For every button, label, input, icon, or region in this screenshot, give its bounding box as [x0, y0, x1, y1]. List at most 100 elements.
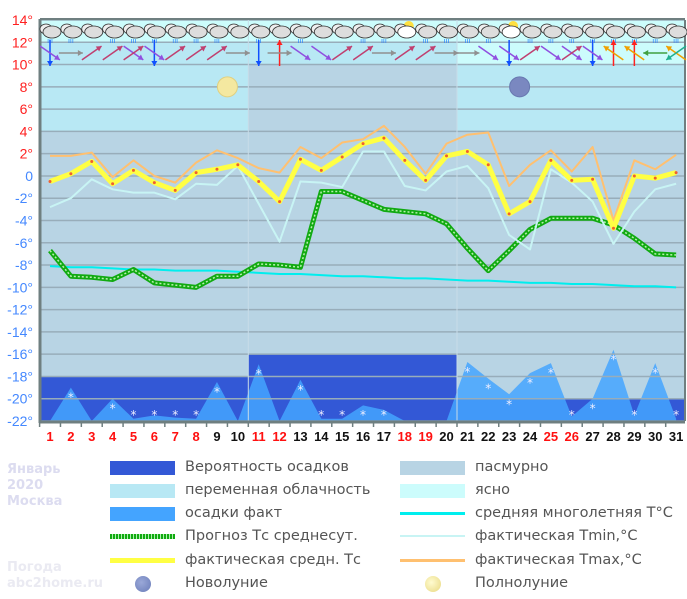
brand-line-2: abc2home.ru: [7, 576, 103, 591]
wind-arrow-head: [666, 54, 673, 60]
wind-arrow-head: [137, 46, 144, 52]
wind-arrow-icon: [58, 50, 83, 56]
actual-mean-point: [298, 157, 302, 161]
cloud-part: [42, 25, 62, 39]
wind-arrow-head: [367, 46, 373, 52]
cloud-part: [668, 25, 687, 39]
x-tick-label: 28: [606, 429, 620, 444]
x-tick-label: 7: [172, 429, 179, 444]
legend-label-overcast: пасмурно: [475, 459, 549, 475]
wind-arrow-head: [244, 50, 250, 56]
snow-icon: ııı: [381, 37, 387, 45]
snow-icon: ııı: [423, 37, 429, 45]
y-tick-label: -6°: [15, 235, 33, 251]
wind-arrow-icon: [603, 45, 624, 61]
snow-cloud-icon: ııı: [456, 23, 479, 45]
cloud-icon: [310, 23, 333, 39]
x-tick-label: 31: [669, 429, 683, 444]
snowflake-icon: *: [256, 367, 262, 381]
cloud-part: [188, 25, 208, 39]
legend-label-new-moon: Новолуние: [185, 575, 268, 591]
snow-cloud-icon: ııı: [185, 23, 208, 45]
actual-mean-point: [486, 163, 490, 167]
cloudiness-band: [40, 64, 249, 132]
wind-arrow-head: [408, 46, 415, 52]
legend-label-tmax: фактическая Tmax,°C: [475, 552, 642, 568]
x-tick-label: 1: [46, 429, 53, 444]
actual-mean-point: [173, 188, 177, 192]
wind-arrow-icon: [164, 45, 186, 61]
wind-arrow-icon: [255, 40, 262, 66]
wind-arrow-head: [643, 50, 649, 56]
legend-swatch-tmax: [400, 559, 465, 562]
sun-cloud-icon: [498, 21, 521, 39]
actual-mean-point: [319, 168, 323, 172]
cloud-part: [626, 25, 646, 39]
cloud-part: [293, 25, 312, 39]
cloud-part: [376, 25, 396, 39]
site-brand: Погода abc2home.ru: [7, 560, 103, 592]
cloud-part: [313, 25, 333, 39]
cloud-part: [167, 25, 187, 39]
snowflake-icon: *: [631, 408, 637, 422]
x-tick-label: 17: [377, 429, 391, 444]
y-tick-label: 12°: [12, 34, 33, 50]
snowflake-icon: *: [610, 353, 616, 367]
wind-arrow-head: [47, 61, 53, 66]
cloud-part: [334, 25, 354, 39]
wind-arrow-icon: [643, 50, 668, 56]
wind-arrow-head: [631, 40, 638, 45]
wind-arrow-icon: [665, 45, 687, 61]
actual-mean-point: [549, 158, 553, 162]
tmax-line: [50, 124, 677, 222]
wind-arrow-head: [325, 54, 332, 60]
wind-arrow-icon: [185, 45, 207, 61]
snowflake-icon: *: [360, 408, 366, 422]
snow-cloud-icon: ııı: [561, 23, 584, 45]
cloud-part: [355, 25, 375, 39]
snow-cloud-icon: ııı: [102, 23, 125, 45]
wind-arrow-icon: [39, 45, 61, 61]
x-tick-label: 9: [213, 429, 220, 444]
cloud-part: [606, 25, 625, 39]
wind-arrow-head: [276, 40, 283, 45]
y-tick-label: 14°: [12, 12, 33, 28]
x-tick-label: 4: [109, 429, 117, 444]
snow-icon: ııı: [68, 37, 74, 45]
actual-mean-point: [111, 182, 115, 186]
cloud-part: [126, 25, 145, 39]
y-tick-label: 10°: [12, 57, 33, 73]
precip-probability-bar: [248, 354, 457, 421]
cloud-part: [543, 25, 563, 39]
wind-arrow-icon: [290, 45, 311, 61]
cloud-part: [501, 25, 521, 39]
x-tick-label: 30: [648, 429, 662, 444]
wind-arrow-head: [575, 54, 582, 60]
wind-arrow-head: [200, 46, 206, 52]
wind-arrow-icon: [123, 45, 144, 61]
actual-mean-point: [424, 178, 428, 182]
snow-cloud-icon: ııı: [436, 23, 458, 45]
wind-arrow-head: [77, 50, 83, 56]
snowflake-icon: *: [130, 408, 136, 422]
actual-mean-point: [674, 171, 678, 175]
legend-swatch-overcast: [400, 461, 465, 475]
cloud-part: [418, 25, 438, 39]
wind-arrow-head: [554, 54, 561, 60]
wind-arrow-head: [596, 54, 603, 60]
wind-arrow-head: [624, 46, 631, 52]
snow-icon: ııı: [131, 37, 137, 45]
wind-arrow-head: [158, 54, 165, 60]
wind-arrow-icon: [352, 45, 374, 61]
snow-icon: ııı: [110, 37, 116, 45]
legend-label-precip-probability: Вероятность осадков: [185, 459, 349, 475]
actual-mean-point: [361, 142, 365, 146]
y-tick-label: 0: [25, 168, 33, 184]
snowflake-icon: *: [548, 366, 554, 380]
wind-arrow-icon: [371, 50, 396, 56]
actual-mean-point: [48, 180, 52, 184]
actual-mean-point: [653, 176, 657, 180]
cloud-part: [146, 25, 166, 39]
wind-arrow-icon: [540, 45, 562, 61]
wind-arrow-icon: [519, 45, 541, 61]
